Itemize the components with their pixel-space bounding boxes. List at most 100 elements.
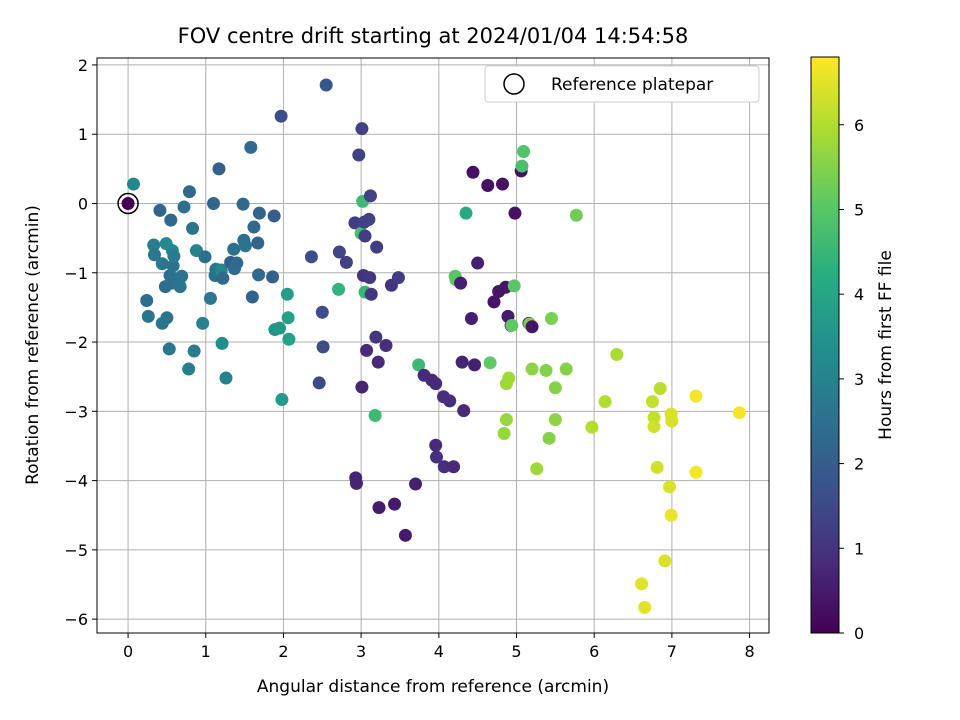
data-point: [198, 250, 212, 264]
data-point: [497, 426, 511, 440]
data-point: [409, 477, 423, 491]
x-tick-label: 6: [589, 642, 599, 661]
data-points: [117, 78, 746, 614]
data-point: [598, 395, 612, 409]
legend-box: [484, 65, 760, 103]
data-point: [164, 213, 178, 227]
x-tick-label: 7: [667, 642, 677, 661]
data-point: [663, 480, 677, 494]
data-point: [502, 371, 516, 385]
data-point: [548, 381, 562, 395]
x-tick-label: 3: [356, 642, 366, 661]
data-point: [315, 305, 329, 319]
data-point: [187, 344, 201, 358]
data-point: [487, 295, 501, 309]
data-point: [316, 340, 330, 354]
data-point: [530, 462, 544, 476]
data-point: [140, 293, 154, 307]
data-point: [212, 162, 226, 176]
data-point: [219, 371, 233, 385]
data-point: [369, 330, 383, 344]
data-point: [236, 197, 250, 211]
data-point: [281, 311, 295, 325]
colorbar-tick-label: 5: [854, 200, 864, 219]
data-point: [525, 362, 539, 376]
data-point: [569, 208, 583, 222]
y-tick-label: 2: [78, 56, 88, 75]
data-point: [370, 240, 384, 254]
data-point: [665, 414, 679, 428]
data-point: [319, 78, 333, 92]
data-point: [454, 276, 468, 290]
data-point: [238, 239, 252, 253]
data-point: [227, 242, 241, 256]
data-point: [372, 501, 386, 515]
data-point: [121, 196, 135, 210]
data-point: [515, 159, 529, 173]
data-point: [177, 200, 191, 214]
data-point: [388, 497, 402, 511]
data-point: [459, 206, 473, 220]
data-point: [360, 343, 374, 357]
data-point: [363, 271, 377, 285]
data-point: [245, 290, 259, 304]
data-point: [127, 177, 141, 191]
data-point: [525, 320, 539, 334]
y-tick-label: −5: [64, 541, 88, 560]
data-point: [364, 287, 378, 301]
data-point: [304, 250, 318, 264]
y-tick-label: −6: [64, 610, 88, 629]
data-point: [267, 209, 281, 223]
data-point: [468, 358, 482, 372]
data-point: [312, 376, 326, 390]
data-point: [505, 318, 519, 332]
x-tick-label: 8: [744, 642, 754, 661]
data-point: [447, 460, 461, 474]
data-point: [379, 339, 393, 352]
colorbar-tick-label: 6: [854, 116, 864, 135]
data-point: [175, 269, 189, 283]
data-point: [542, 431, 556, 445]
data-point: [216, 271, 230, 285]
data-point: [471, 256, 485, 270]
y-tick-label: −3: [64, 402, 88, 421]
data-point: [544, 311, 558, 325]
data-point: [173, 280, 187, 294]
x-axis-label: Angular distance from reference (arcmin): [257, 677, 609, 697]
data-point: [274, 109, 288, 123]
data-point: [251, 236, 265, 250]
data-point: [182, 185, 196, 199]
x-tick-label: 4: [434, 642, 444, 661]
data-point: [483, 356, 497, 370]
reference-marker: [117, 192, 139, 215]
data-point: [215, 336, 229, 350]
data-point: [517, 145, 531, 159]
y-axis-label: Rotation from reference (arcmin): [23, 205, 43, 485]
data-point: [252, 206, 266, 220]
colorbar-tick-label: 4: [854, 285, 864, 304]
data-point: [499, 413, 513, 427]
data-point: [455, 355, 469, 369]
legend: Reference platepar: [484, 65, 760, 103]
data-point: [282, 332, 296, 346]
axis-ticks: 0 1 2 3 4 5 6 7 8 −6 −5 −4 −3 −2 −1 0 1 2: [64, 56, 754, 661]
data-point: [230, 256, 244, 270]
colorbar-ticks: 0 1 2 3 4 5 6: [839, 116, 864, 643]
colorbar-tick-label: 2: [854, 455, 864, 474]
data-point: [548, 413, 562, 427]
grid: [97, 58, 769, 633]
data-point: [398, 528, 412, 542]
data-point: [368, 408, 382, 422]
data-point: [481, 178, 495, 192]
data-point: [355, 122, 369, 136]
x-tick-label: 2: [278, 642, 288, 661]
data-point: [332, 245, 346, 259]
legend-marker: [503, 73, 525, 95]
data-point: [437, 460, 451, 474]
data-point: [273, 321, 287, 335]
colorbar: 0 1 2 3 4 5 6 Hours from first FF file: [810, 56, 896, 643]
data-point: [160, 311, 174, 325]
data-point: [332, 282, 346, 296]
data-point: [585, 420, 599, 434]
